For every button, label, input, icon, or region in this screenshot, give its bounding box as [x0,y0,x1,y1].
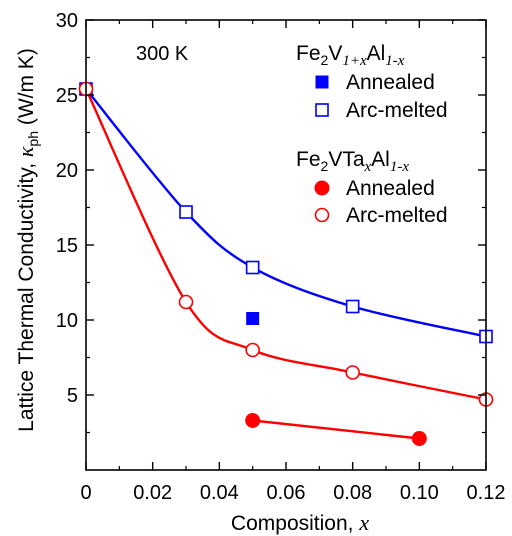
legend-entry-0-1: Arc-melted [346,99,448,122]
legend-marker-1-0 [314,180,330,196]
series-1-point [245,260,260,275]
legend-title-1: Fe2VTaxAl1-x [296,148,409,175]
x-tick-label: 0.04 [200,482,239,504]
y-tick-label: 15 [56,235,78,257]
x-axis-label: Composition, x [231,510,369,535]
series-2-line [252,419,420,440]
data-markers [78,81,494,446]
legend-entry-1-0: Annealed [346,177,435,200]
series-2-point [411,431,427,446]
legend: Fe2V1+xAl1-xAnnealedArc-meltedFe2VTaxAl1… [296,42,448,227]
series-0-point [246,312,260,325]
legend-marker-1-1 [314,207,330,223]
y-tick-label: 10 [56,310,78,332]
y-tick-label: 20 [56,160,78,182]
x-tick-label: 0.10 [400,482,439,504]
legend-entry-0-0: Annealed [346,71,435,94]
series-3-point [245,342,260,358]
legend-entry-1-1: Arc-melted [346,204,448,227]
legend-marker-0-1 [315,103,329,117]
legend-marker-0-0 [315,75,329,89]
y-axis-label: Lattice Thermal Conductivity, κph (W/m K… [13,48,41,432]
series-3-point [178,294,194,310]
x-tick-label: 0.02 [133,482,172,504]
series-2-point [245,413,261,428]
y-tick-label: 5 [67,385,78,407]
series-3-line [84,88,487,401]
y-tick-label: 25 [56,85,78,107]
x-tick-label: 0.12 [467,482,506,504]
y-tick-label: 30 [56,10,78,32]
x-tick-label: 0.06 [267,482,306,504]
legend-title-0: Fe2V1+xAl1-x [296,42,405,69]
tick-labels: 0 0.02 0.04 0.06 0.08 0.10 0.12 5 10 15 20 25 30 [56,10,506,504]
series-1-point [345,299,360,314]
series-1-point [179,205,193,219]
fit-curves [84,88,487,440]
x-tick-label: 0 [80,482,91,504]
series-3-point [345,365,360,380]
axes [85,19,487,471]
x-tick-label: 0.08 [333,482,372,504]
temperature-annotation: 300 K [136,43,189,65]
